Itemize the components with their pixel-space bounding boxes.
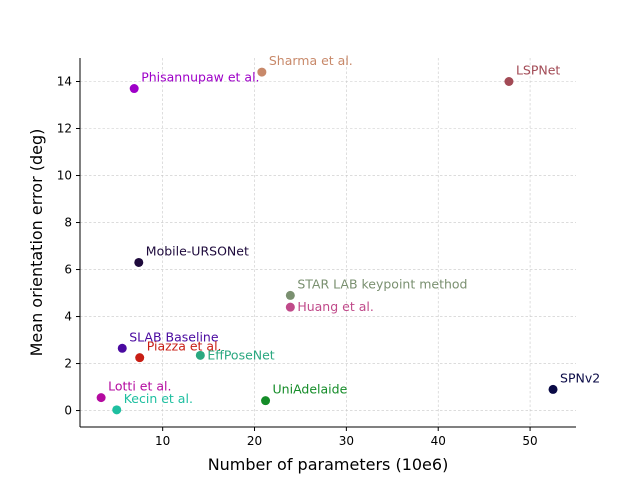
y-ticks: 0 2 4 6 8 10 12 14 <box>57 75 80 418</box>
point-label: Huang et al. <box>297 299 373 314</box>
point-label: Lotti et al. <box>108 379 171 394</box>
data-point <box>257 67 267 77</box>
data-point <box>548 384 558 394</box>
point-label: STAR LAB keypoint method <box>297 276 467 291</box>
y-tick-label: 10 <box>57 169 72 183</box>
point-label: UniAdelaide <box>273 382 348 397</box>
x-tick-label: 20 <box>247 434 262 448</box>
data-point <box>112 405 122 415</box>
data-point <box>504 77 514 87</box>
data-point <box>96 393 106 403</box>
point-label: Mobile-URSONet <box>146 243 249 258</box>
data-point <box>195 350 205 360</box>
y-tick-label: 4 <box>64 310 72 324</box>
x-tick-label: 40 <box>431 434 446 448</box>
y-tick-label: 8 <box>64 216 72 230</box>
point-labels: Sharma et al. LSPNet Phisannupaw et al. Mob… <box>108 53 600 406</box>
point-label: SLAB Baseline <box>129 329 219 344</box>
y-tick-label: 12 <box>57 122 72 136</box>
point-label: LSPNet <box>516 63 560 78</box>
data-points <box>96 67 558 415</box>
x-tick-label: 10 <box>155 434 170 448</box>
y-axis-label: Mean orientation error (deg) <box>27 129 46 357</box>
data-point <box>129 84 139 94</box>
x-tick-label: 50 <box>522 434 537 448</box>
data-point <box>285 302 295 312</box>
point-label: Piazza et al. <box>147 339 222 354</box>
x-ticks: 10 20 30 40 50 <box>155 427 538 448</box>
data-point <box>135 353 145 363</box>
x-axis-label: Number of parameters (10e6) <box>208 455 449 474</box>
y-tick-label: 2 <box>64 357 72 371</box>
data-point <box>134 257 144 267</box>
data-point <box>117 343 127 353</box>
y-tick-label: 6 <box>64 263 72 277</box>
y-tick-label: 14 <box>57 75 72 89</box>
x-tick-label: 30 <box>339 434 354 448</box>
data-point <box>285 290 295 300</box>
point-label: SPNv2 <box>560 370 600 385</box>
point-label: Kecin et al. <box>124 391 193 406</box>
point-label: EffPoseNet <box>207 347 274 362</box>
y-tick-label: 0 <box>64 404 72 418</box>
point-label: Sharma et al. <box>269 53 353 68</box>
grid-lines <box>80 58 576 427</box>
point-label: Phisannupaw et al. <box>141 70 259 85</box>
data-point <box>261 396 271 406</box>
